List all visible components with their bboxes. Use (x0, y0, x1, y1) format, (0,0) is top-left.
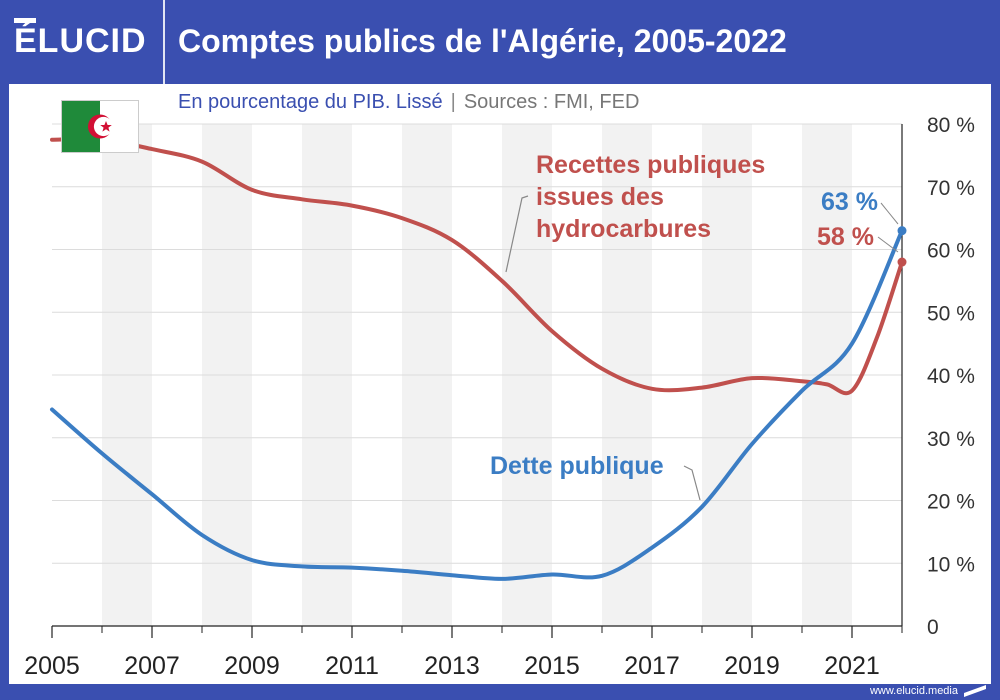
crescent-star-icon (88, 114, 114, 139)
y-tick-label: 60 % (927, 240, 975, 263)
debt-leader-line (683, 465, 701, 501)
revenue-end-label: 58 % (817, 223, 874, 251)
brand-accent-mark (14, 18, 36, 23)
revenue-end-point (897, 257, 907, 267)
brand-mark-icon (964, 685, 986, 697)
y-tick-label: 30 % (927, 428, 975, 451)
revenue-line (50, 136, 904, 396)
x-tick-label: 2011 (325, 652, 379, 680)
page-title: Comptes publics de l'Algérie, 2005-2022 (178, 23, 787, 59)
x-tick-label: 2013 (424, 652, 480, 680)
y-tick-label: 50 % (927, 302, 975, 325)
y-tick-label: 20 % (927, 491, 975, 514)
y-tick-label: 40 % (927, 365, 975, 388)
x-tick-label: 2009 (224, 652, 280, 680)
x-tick-label: 2005 (24, 652, 80, 680)
y-tick-label: 70 % (927, 177, 975, 200)
chart-subtitle: En pourcentage du PIB. Lissé | Sources : F… (178, 88, 639, 116)
algeria-flag-icon (61, 100, 139, 153)
subtitle-separator: | (450, 91, 456, 113)
debt-line (50, 228, 904, 581)
debt-end-point (897, 226, 907, 236)
debt-end-leader (880, 202, 899, 225)
x-tick-label: 2017 (624, 652, 680, 680)
revenue-series-label: Recettes publiques (536, 151, 765, 179)
header-divider (163, 0, 165, 84)
y-tick-label: 0 (927, 616, 939, 639)
x-tick-label: 2007 (124, 652, 180, 680)
y-tick-label: 80 % (927, 114, 975, 137)
sources-text: Sources : FMI, FED (463, 91, 640, 113)
revenue-end-leader (877, 236, 899, 253)
brand-logo: ÉLUCID (14, 22, 147, 60)
subtitle-text: En pourcentage du PIB. Lissé (178, 91, 443, 113)
revenue-series-label: hydrocarbures (536, 215, 711, 243)
x-tick-label: 2015 (524, 652, 580, 680)
x-tick-label: 2019 (724, 652, 780, 680)
x-tick-label: 2021 (824, 652, 880, 680)
debt-end-label: 63 % (821, 188, 878, 216)
revenue-leader-line (505, 195, 529, 273)
debt-series-label: Dette publique (490, 452, 664, 480)
y-tick-label: 10 % (927, 553, 975, 576)
footer-url[interactable]: www.elucid.media (869, 685, 958, 697)
revenue-series-label: issues des (536, 183, 664, 211)
